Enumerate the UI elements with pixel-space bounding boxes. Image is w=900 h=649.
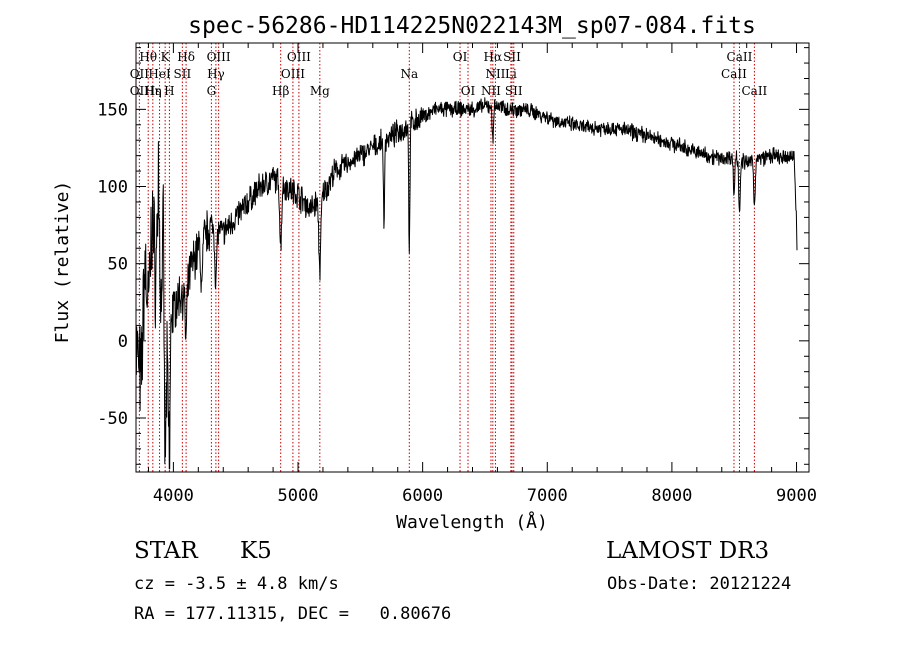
y-axis-label: Flux (relative) bbox=[52, 181, 73, 344]
y-tick-label: 100 bbox=[97, 178, 128, 198]
line-label-hθ: Hθ bbox=[139, 50, 157, 64]
y-tick-label: -50 bbox=[97, 409, 128, 429]
line-label-oi: OI bbox=[461, 84, 476, 98]
line-label-oiii: OIII bbox=[287, 50, 311, 64]
line-label-oiii: OIII bbox=[207, 50, 231, 64]
line-label-oii: OII bbox=[130, 84, 150, 98]
line-label-nii: NII bbox=[485, 67, 505, 81]
x-axis: 4000 5000 6000 7000 8000 9000 bbox=[147, 43, 817, 506]
line-label-hε: Hε bbox=[145, 84, 162, 98]
line-label-sii: SII bbox=[174, 67, 192, 81]
line-label-h: H bbox=[164, 84, 174, 98]
line-label-g: G bbox=[207, 84, 217, 98]
line-label-oi: OI bbox=[453, 50, 468, 64]
line-label-nii: NII bbox=[481, 84, 501, 98]
chart-title: spec-56286-HD114225N022143M_sp07-084.fit… bbox=[188, 13, 756, 39]
line-label-caii: CaII bbox=[727, 50, 753, 64]
spectrum-series-line bbox=[135, 97, 798, 470]
object-class: STAR bbox=[134, 538, 198, 564]
x-tick-label: 4000 bbox=[153, 486, 194, 506]
x-tick-label: 7000 bbox=[527, 486, 568, 506]
line-label-hγ: Hγ bbox=[207, 67, 225, 81]
line-label-sii: SII bbox=[505, 84, 523, 98]
line-label-caii: CaII bbox=[741, 84, 767, 98]
redshift-info: cz = -3.5 ± 4.8 km/s bbox=[134, 574, 339, 594]
line-label-hα: Hα bbox=[484, 50, 503, 64]
coordinates: RA = 177.11315, DEC = 0.80676 bbox=[134, 604, 452, 624]
line-label-oii: OII bbox=[130, 67, 150, 81]
y-tick-label: 50 bbox=[108, 255, 128, 275]
x-tick-label: 5000 bbox=[278, 486, 319, 506]
line-label-k: K bbox=[161, 50, 171, 64]
x-tick-label: 8000 bbox=[651, 486, 692, 506]
y-tick-label: 150 bbox=[97, 100, 128, 120]
line-label-sii: SII bbox=[503, 50, 521, 64]
x-axis-label: Wavelength (Å) bbox=[396, 511, 548, 533]
observation-date: Obs-Date: 20121224 bbox=[607, 574, 792, 594]
line-label-li: Li bbox=[505, 67, 517, 81]
object-subclass: K5 bbox=[240, 538, 272, 564]
line-label-caii: CaII bbox=[721, 67, 747, 81]
line-label-hδ: Hδ bbox=[177, 50, 195, 64]
line-label-oiii: OIII bbox=[281, 67, 305, 81]
line-label-hβ: Hβ bbox=[272, 84, 289, 98]
line-label-hη: Hη bbox=[144, 84, 162, 98]
x-tick-label: 6000 bbox=[402, 486, 443, 506]
x-tick-label: 9000 bbox=[776, 486, 817, 506]
line-label-na: Na bbox=[400, 67, 418, 81]
survey-name: LAMOST DR3 bbox=[606, 538, 770, 564]
line-label-mg: Mg bbox=[310, 84, 330, 98]
y-tick-label: 0 bbox=[118, 332, 128, 352]
y-axis: -50 0 50 100 150 bbox=[97, 47, 809, 465]
line-label-hei: HeI bbox=[148, 67, 171, 81]
